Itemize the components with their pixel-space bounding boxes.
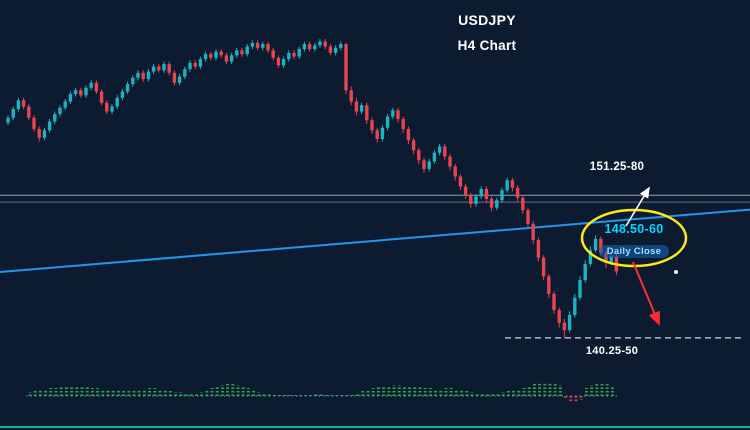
daily-close-tag: Daily Close <box>598 245 670 258</box>
marker-dot <box>674 270 678 274</box>
support-zone-label: 140.25-50 <box>585 345 639 357</box>
daily-close-tag-wrap: Daily Close <box>564 241 704 259</box>
trendline[interactable] <box>0 208 750 274</box>
price-zone-label: 148.50-60 <box>604 222 664 236</box>
arrow-up-to-resistance <box>625 186 650 227</box>
resistance-lines <box>0 194 750 203</box>
resistance-zone-label: 151.25-80 <box>589 161 645 173</box>
candles <box>6 39 619 339</box>
momentum-histogram <box>26 382 620 402</box>
symbol-title: USDJPY <box>458 12 516 28</box>
arrow-down-projection <box>632 261 660 326</box>
timeframe-subtitle: H4 Chart <box>457 38 517 53</box>
